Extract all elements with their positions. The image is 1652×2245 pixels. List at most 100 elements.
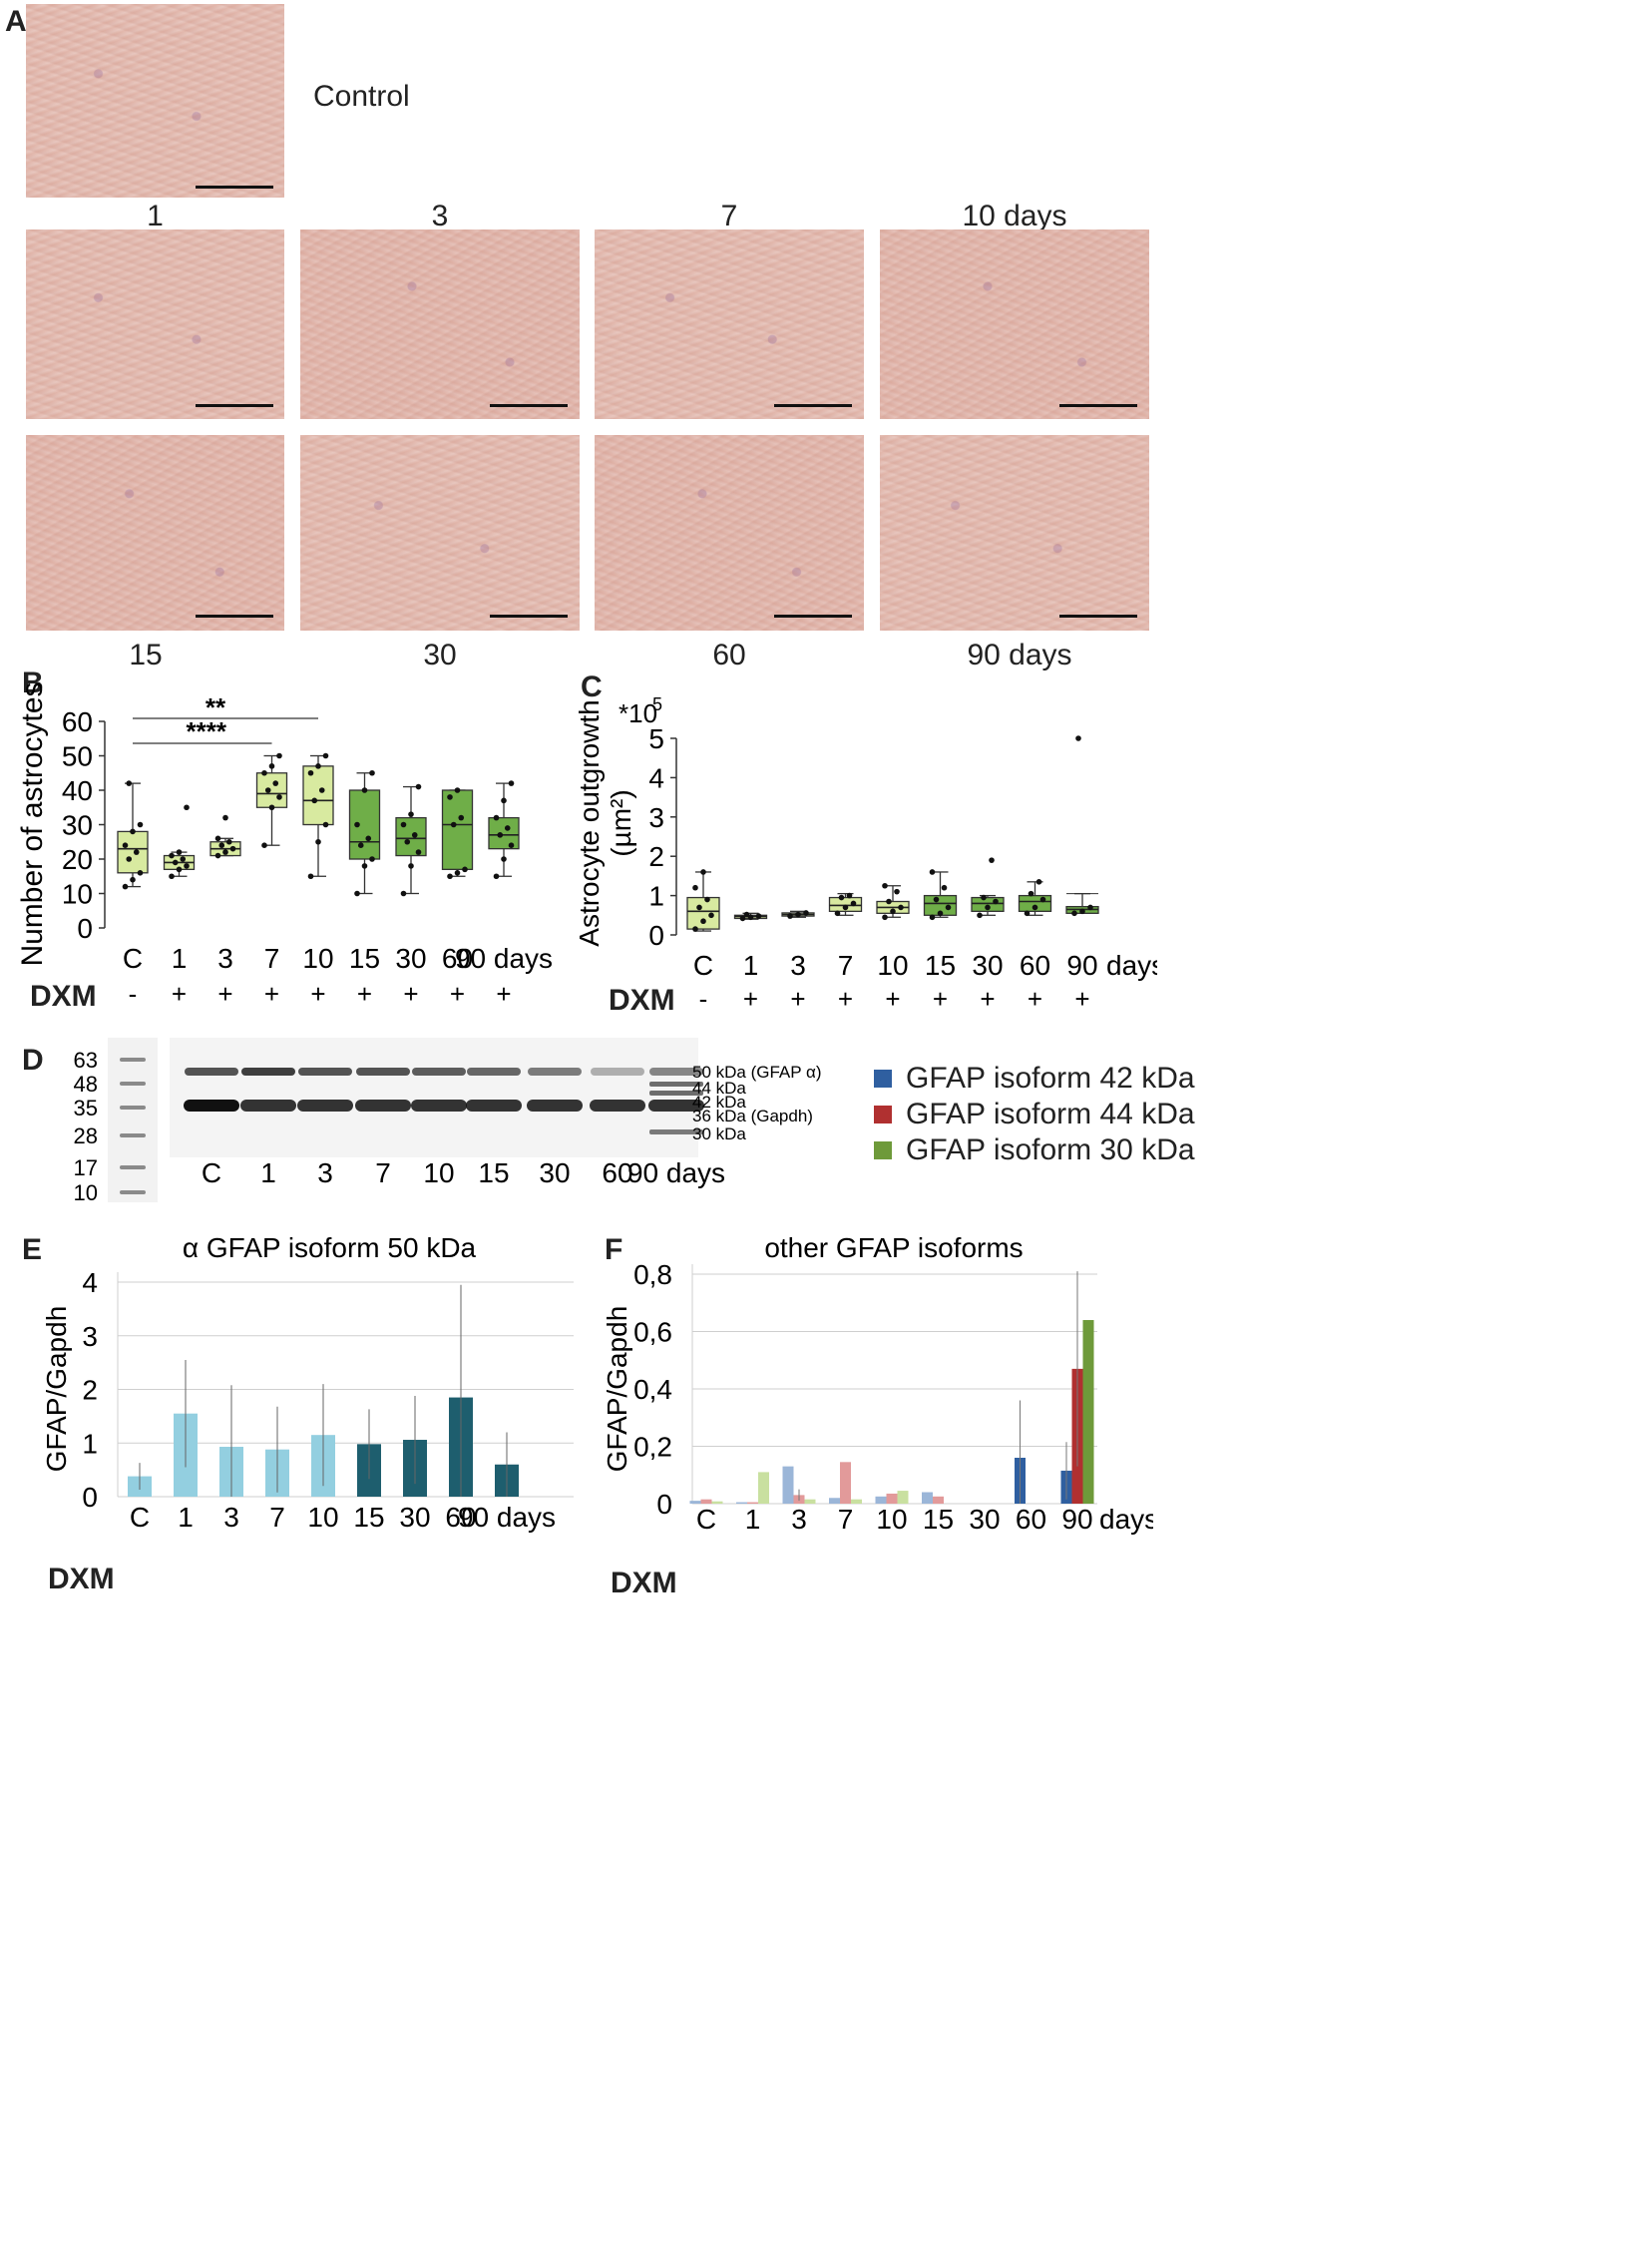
dxm-sign: + [310, 979, 325, 1009]
lane-label: 7 [375, 1157, 391, 1188]
data-point [454, 870, 461, 876]
data-point [894, 888, 900, 895]
data-point [357, 842, 364, 848]
data-point [977, 912, 983, 919]
bar-7-0 [829, 1498, 840, 1504]
data-point [700, 918, 706, 925]
y-tick-label: 0,8 [633, 1259, 672, 1290]
data-point [937, 910, 944, 917]
dxm-sign: - [699, 984, 708, 1008]
data-point [1079, 908, 1085, 915]
data-point [222, 849, 228, 855]
box-C [117, 830, 149, 874]
y-tick-label: 0 [82, 1482, 98, 1513]
lane-label: 90 days [627, 1157, 725, 1188]
panel-f-label: F [605, 1233, 623, 1266]
dxm-sign: + [885, 984, 900, 1008]
data-point [404, 838, 411, 845]
band-gfap-alpha [528, 1068, 582, 1076]
data-point [447, 794, 453, 800]
y-tick-label: 40 [62, 775, 93, 806]
dxm-sign: - [129, 979, 138, 1009]
data-point [704, 896, 710, 903]
data-point [1028, 890, 1034, 897]
data-point [450, 821, 457, 828]
data-point [842, 904, 849, 911]
chart-c: 0 1 2 3 4 5 C - 1 +3 +7 +10 +15 +30 +60 +90 + days Astrocy… [574, 694, 1157, 1008]
swatch-42 [874, 1070, 892, 1088]
data-point [989, 857, 995, 863]
data-point [130, 828, 136, 835]
x-tick-label: 7 [838, 950, 854, 981]
x-tick-label: 60 [1016, 1504, 1046, 1535]
bar-C-0 [689, 1501, 701, 1504]
data-point [882, 882, 888, 889]
dxm-label-f: DXM [611, 1567, 677, 1599]
data-point [176, 849, 183, 855]
bar-15-0 [922, 1492, 933, 1504]
data-point [268, 804, 275, 811]
bar-3-0 [782, 1466, 794, 1504]
data-point [803, 910, 809, 916]
data-point [933, 896, 940, 903]
x-tick-label: 3 [791, 1504, 807, 1535]
band-gapdh [297, 1100, 353, 1112]
x-tick-label: 15 [349, 943, 380, 974]
panel-e-label: E [22, 1233, 43, 1266]
data-point [126, 780, 133, 786]
micrograph-day-1 [26, 229, 284, 419]
label-day-3: 3 [431, 200, 449, 232]
y-tick-label: 10 [62, 879, 93, 910]
chart-title: other GFAP isoforms [764, 1232, 1023, 1263]
data-point [322, 752, 329, 759]
x-tick-label: 7 [264, 943, 280, 974]
data-point [501, 856, 507, 862]
data-point [1039, 896, 1046, 903]
data-point [415, 783, 422, 790]
box-60 [441, 789, 474, 870]
lane-label: 15 [478, 1157, 509, 1188]
data-point [214, 835, 221, 842]
data-point [692, 884, 698, 891]
legend-item-30: GFAP isoform 30 kDa [874, 1133, 1195, 1167]
data-point [787, 913, 793, 919]
x-axis-days-label: days [1099, 1504, 1153, 1535]
data-point [184, 804, 190, 811]
data-point [365, 835, 372, 842]
data-point [214, 852, 221, 859]
bar-1-2 [758, 1472, 769, 1504]
data-point [225, 838, 232, 845]
data-point [1035, 879, 1042, 885]
data-point [1087, 904, 1093, 911]
band-30 [649, 1129, 703, 1134]
band-gapdh [355, 1100, 411, 1112]
x-tick-label: 30 [972, 950, 1003, 981]
x-tick-label: 15 [923, 1504, 954, 1535]
label-day-10: 10 days [962, 200, 1067, 232]
x-tick-label: 3 [217, 943, 233, 974]
x-tick-label: 7 [269, 1502, 285, 1533]
data-point [493, 814, 500, 821]
box-7 [255, 772, 288, 808]
dxm-sign: + [357, 979, 372, 1009]
bar-C-2 [711, 1501, 723, 1504]
x-tick-label: 90 [1061, 1504, 1092, 1535]
data-point [1024, 910, 1031, 917]
dxm-sign: + [496, 979, 511, 1009]
chart-title: α GFAP isoform 50 kDa [183, 1232, 477, 1263]
box-10 [302, 765, 334, 826]
lane-label: 1 [260, 1157, 276, 1188]
dxm-sign: + [450, 979, 465, 1009]
legend-text-30: GFAP isoform 30 kDa [906, 1133, 1195, 1166]
dxm-sign: + [1028, 984, 1042, 1008]
data-point [882, 914, 888, 921]
x-tick-label: 60 [1020, 950, 1050, 981]
data-point [886, 898, 892, 905]
dxm-sign: + [790, 984, 805, 1008]
data-point [929, 914, 936, 921]
data-point [850, 900, 857, 907]
lane-label: 30 [539, 1157, 570, 1188]
data-point [126, 856, 133, 862]
data-point [696, 904, 702, 911]
bar-10-2 [897, 1491, 909, 1504]
